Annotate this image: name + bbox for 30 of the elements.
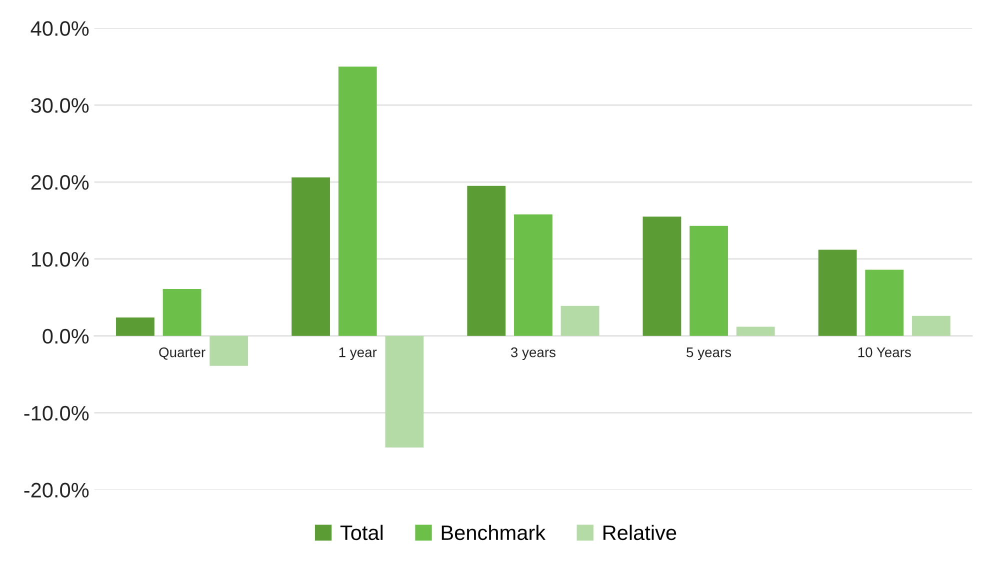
bar (162, 288, 202, 336)
bar (385, 336, 424, 448)
bar (642, 216, 682, 336)
x-tick-label: 5 years (686, 348, 732, 360)
bar (514, 214, 552, 336)
bar (116, 317, 154, 336)
bar (865, 270, 904, 336)
x-tick-label: 10 Years (858, 347, 911, 358)
y-tick-label: 10.0% (32, 252, 89, 267)
x-tick-label: 3 years (510, 347, 556, 360)
y-tick-label: 0.0% (42, 328, 89, 344)
bar (560, 306, 600, 336)
x-tick-label: 1 year (339, 348, 377, 360)
x-tick-label: Quarter (159, 347, 206, 360)
y-tick-label: -10.0% (24, 406, 89, 421)
bar (467, 186, 506, 336)
legend-label: Total (340, 524, 383, 540)
bar (338, 66, 377, 336)
bar (818, 250, 857, 336)
y-tick-label: 30.0% (31, 98, 89, 113)
legend-label: Relative (604, 524, 676, 540)
bar (210, 336, 248, 366)
y-tick-label: 20.0% (31, 175, 89, 190)
bar (736, 326, 775, 336)
y-tick-label: -20.0% (24, 482, 89, 498)
bar (912, 316, 950, 336)
legend-label: Benchmark (442, 524, 546, 540)
bar (690, 226, 728, 336)
bar (292, 177, 330, 336)
y-tick-label: 40.0% (30, 21, 89, 36)
